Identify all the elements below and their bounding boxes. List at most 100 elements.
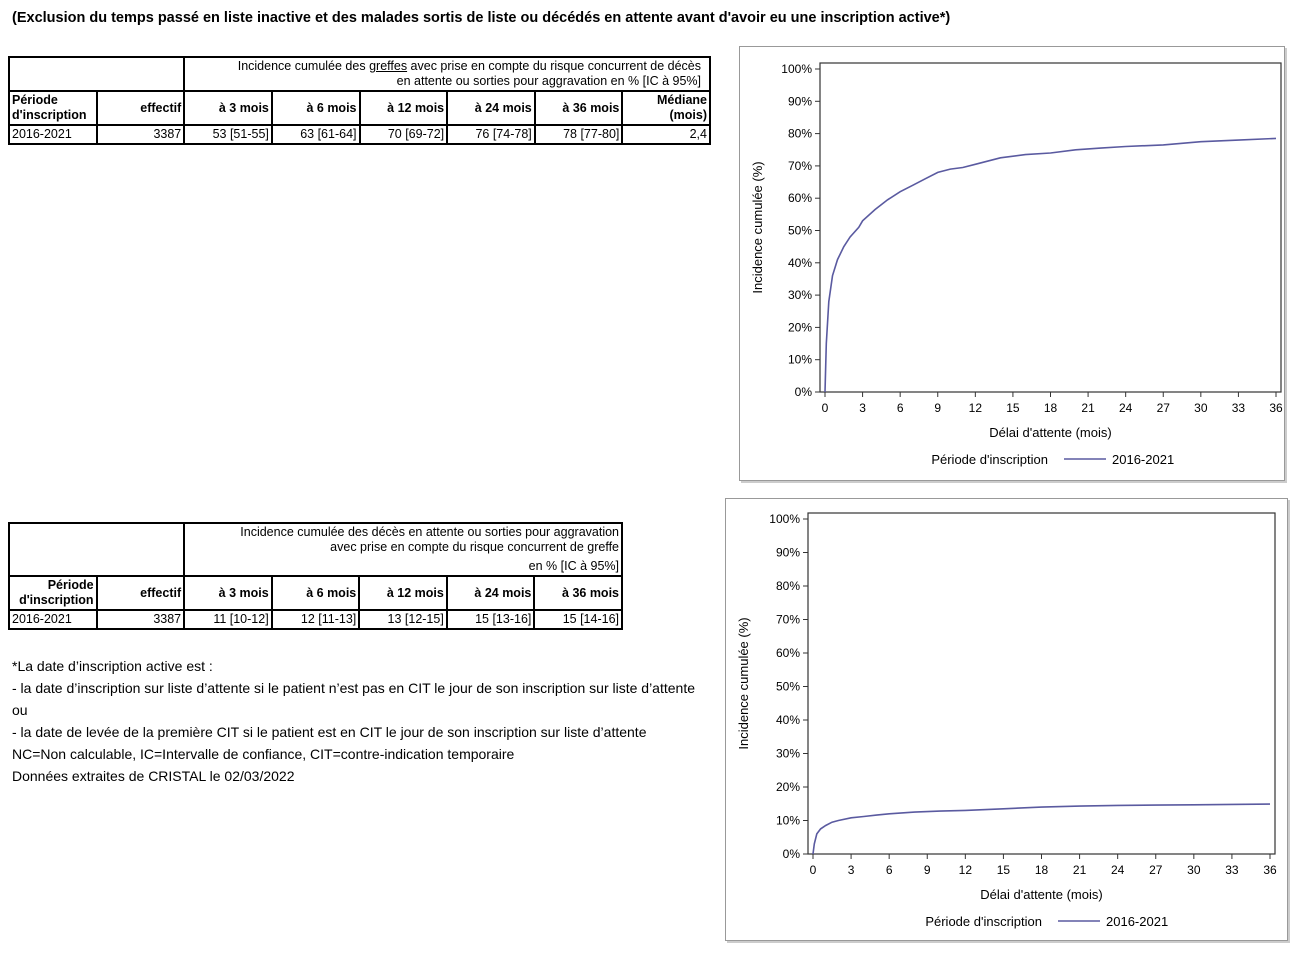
title-text: Incidence cumulée des xyxy=(237,59,370,73)
col-header-mediane: Médiane (mois) xyxy=(621,90,711,126)
x-tick-label: 12 xyxy=(959,863,973,877)
y-tick-label: 30% xyxy=(776,747,800,761)
col-header-effectif: effectif xyxy=(95,90,186,126)
x-tick-label: 21 xyxy=(1073,863,1087,877)
footnote-line: - la date de levée de la première CIT si… xyxy=(12,724,647,740)
cell-effectif: 3387 xyxy=(95,609,186,630)
col-header-periode: Période d'inscription xyxy=(8,575,98,611)
y-axis-label: Incidence cumulée (%) xyxy=(750,161,765,293)
deces-incidence-chart: 0% 10% 20% 30% 40% 50% 60% 70% 80% 90% 100% 0 3 6 9 12 1… xyxy=(725,498,1288,941)
cell-periode: 2016-2021 xyxy=(8,609,98,630)
y-tick-label: 40% xyxy=(788,256,812,270)
col-header-periode: Période d'inscription xyxy=(8,90,98,126)
footnote-line: *La date d’inscription active est : xyxy=(12,658,213,674)
col-header-3m: à 3 mois xyxy=(183,575,273,611)
col-header-36m: à 36 mois xyxy=(533,575,623,611)
x-tick-label: 36 xyxy=(1269,401,1283,415)
y-tick-label: 60% xyxy=(788,191,812,205)
x-tick-label: 24 xyxy=(1111,863,1125,877)
x-tick-label: 21 xyxy=(1081,401,1095,415)
y-tick-label: 30% xyxy=(788,288,812,302)
cell-24m: 76 [74-78] xyxy=(446,124,536,145)
y-tick-label: 50% xyxy=(776,680,800,694)
plot-frame xyxy=(819,62,1282,393)
title-line3: en % [IC à 95%] xyxy=(528,559,619,573)
x-tick-label: 0 xyxy=(822,401,829,415)
cell-3m: 53 [51-55] xyxy=(183,124,273,145)
table-row: 2016-2021 3387 11 [10-12] 12 [11-13] 13 … xyxy=(8,609,623,630)
cell-6m: 63 [61-64] xyxy=(270,124,361,145)
y-tick-label: 0% xyxy=(795,385,813,399)
legend-title: Période d'inscription xyxy=(931,452,1048,467)
x-tick-label: 12 xyxy=(969,401,983,415)
cell-effectif: 3387 xyxy=(95,124,186,145)
x-axis-label: Délai d'attente (mois) xyxy=(980,887,1102,902)
y-tick-label: 0% xyxy=(783,847,801,861)
y-tick-label: 100% xyxy=(769,512,800,526)
col-header-effectif: effectif xyxy=(95,575,186,611)
y-tick-label: 90% xyxy=(776,546,800,560)
col-header-6m: à 6 mois xyxy=(270,90,361,126)
legend-label: 2016-2021 xyxy=(1106,914,1168,929)
cell-3m: 11 [10-12] xyxy=(183,609,273,630)
page-heading: (Exclusion du temps passé en liste inact… xyxy=(12,10,951,26)
table-corner xyxy=(7,522,186,577)
x-tick-label: 18 xyxy=(1035,863,1049,877)
y-tick-label: 50% xyxy=(788,224,812,238)
chart-svg: 0%10%20%30%40%50%60%70%80%90%100%0 3 6 9 12 1… xyxy=(736,512,1277,929)
x-tick-label: 9 xyxy=(934,401,941,415)
x-tick-label: 15 xyxy=(997,863,1011,877)
series-line xyxy=(824,137,1277,393)
x-tick-label: 6 xyxy=(886,863,893,877)
table-corner xyxy=(7,56,186,92)
y-tick-label: 10% xyxy=(788,353,812,367)
table-title: Incidence cumulée des décès en attente o… xyxy=(183,522,623,577)
y-tick-label: 70% xyxy=(788,159,812,173)
col-header-12m: à 12 mois xyxy=(358,90,449,126)
table-title: Incidence cumulée des greffes avec prise… xyxy=(183,56,711,92)
y-tick-label: 70% xyxy=(776,613,800,627)
cell-36m: 78 [77-80] xyxy=(533,124,624,145)
footnote-line: Données extraites de CRISTAL le 02/03/20… xyxy=(12,768,295,784)
x-tick-label: 30 xyxy=(1187,863,1201,877)
x-tick-label: 27 xyxy=(1157,401,1171,415)
cell-periode: 2016-2021 xyxy=(8,124,98,145)
y-tick-label: 90% xyxy=(788,94,812,108)
y-tick-label: 80% xyxy=(776,579,800,593)
x-axis-label: Délai d'attente (mois) xyxy=(989,425,1111,440)
x-tick-label: 33 xyxy=(1225,863,1239,877)
y-tick-label: 20% xyxy=(776,780,800,794)
plot-frame xyxy=(807,512,1276,855)
y-tick-label: 80% xyxy=(788,127,812,141)
footnote-line: NC=Non calculable, IC=Intervalle de conf… xyxy=(12,746,515,762)
greffes-incidence-chart: 0% 10% 20% 30% 40% 50% 60% 70% 80% 90% 100% 0 3 6 9 12 1… xyxy=(739,46,1285,481)
cell-24m: 15 [13-16] xyxy=(445,609,536,630)
x-tick-label: 24 xyxy=(1119,401,1133,415)
footnotes: *La date d’inscription active est : - la… xyxy=(12,655,695,787)
x-tick-label: 9 xyxy=(924,863,931,877)
x-tick-label: 6 xyxy=(897,401,904,415)
cell-6m: 12 [11-13] xyxy=(270,609,361,630)
y-tick-label: 100% xyxy=(781,62,812,76)
x-tick-label: 27 xyxy=(1149,863,1163,877)
footnote-line: ou xyxy=(12,702,28,718)
legend-title: Période d'inscription xyxy=(925,914,1042,929)
y-tick-label: 40% xyxy=(776,713,800,727)
x-tick-label: 18 xyxy=(1044,401,1058,415)
col-header-12m: à 12 mois xyxy=(358,575,448,611)
x-tick-label: 0 xyxy=(810,863,817,877)
col-header-3m: à 3 mois xyxy=(183,90,273,126)
x-tick-label: 33 xyxy=(1232,401,1246,415)
x-tick-label: 15 xyxy=(1006,401,1020,415)
greffes-incidence-table: Incidence cumulée des greffes avec prise… xyxy=(7,56,711,145)
cell-12m: 70 [69-72] xyxy=(358,124,449,145)
cell-mediane: 2,4 xyxy=(621,124,711,145)
footnote-line: - la date d’inscription sur liste d’atte… xyxy=(12,680,695,696)
y-axis-label: Incidence cumulée (%) xyxy=(736,617,751,749)
title-line2: avec prise en compte du risque concurren… xyxy=(330,540,619,554)
table-row: 2016-2021 3387 53 [51-55] 63 [61-64] 70 … xyxy=(8,124,711,145)
legend-label: 2016-2021 xyxy=(1112,452,1174,467)
deces-incidence-table: Incidence cumulée des décès en attente o… xyxy=(7,522,623,630)
x-tick-label: 3 xyxy=(859,401,866,415)
col-header-24m: à 24 mois xyxy=(446,90,536,126)
